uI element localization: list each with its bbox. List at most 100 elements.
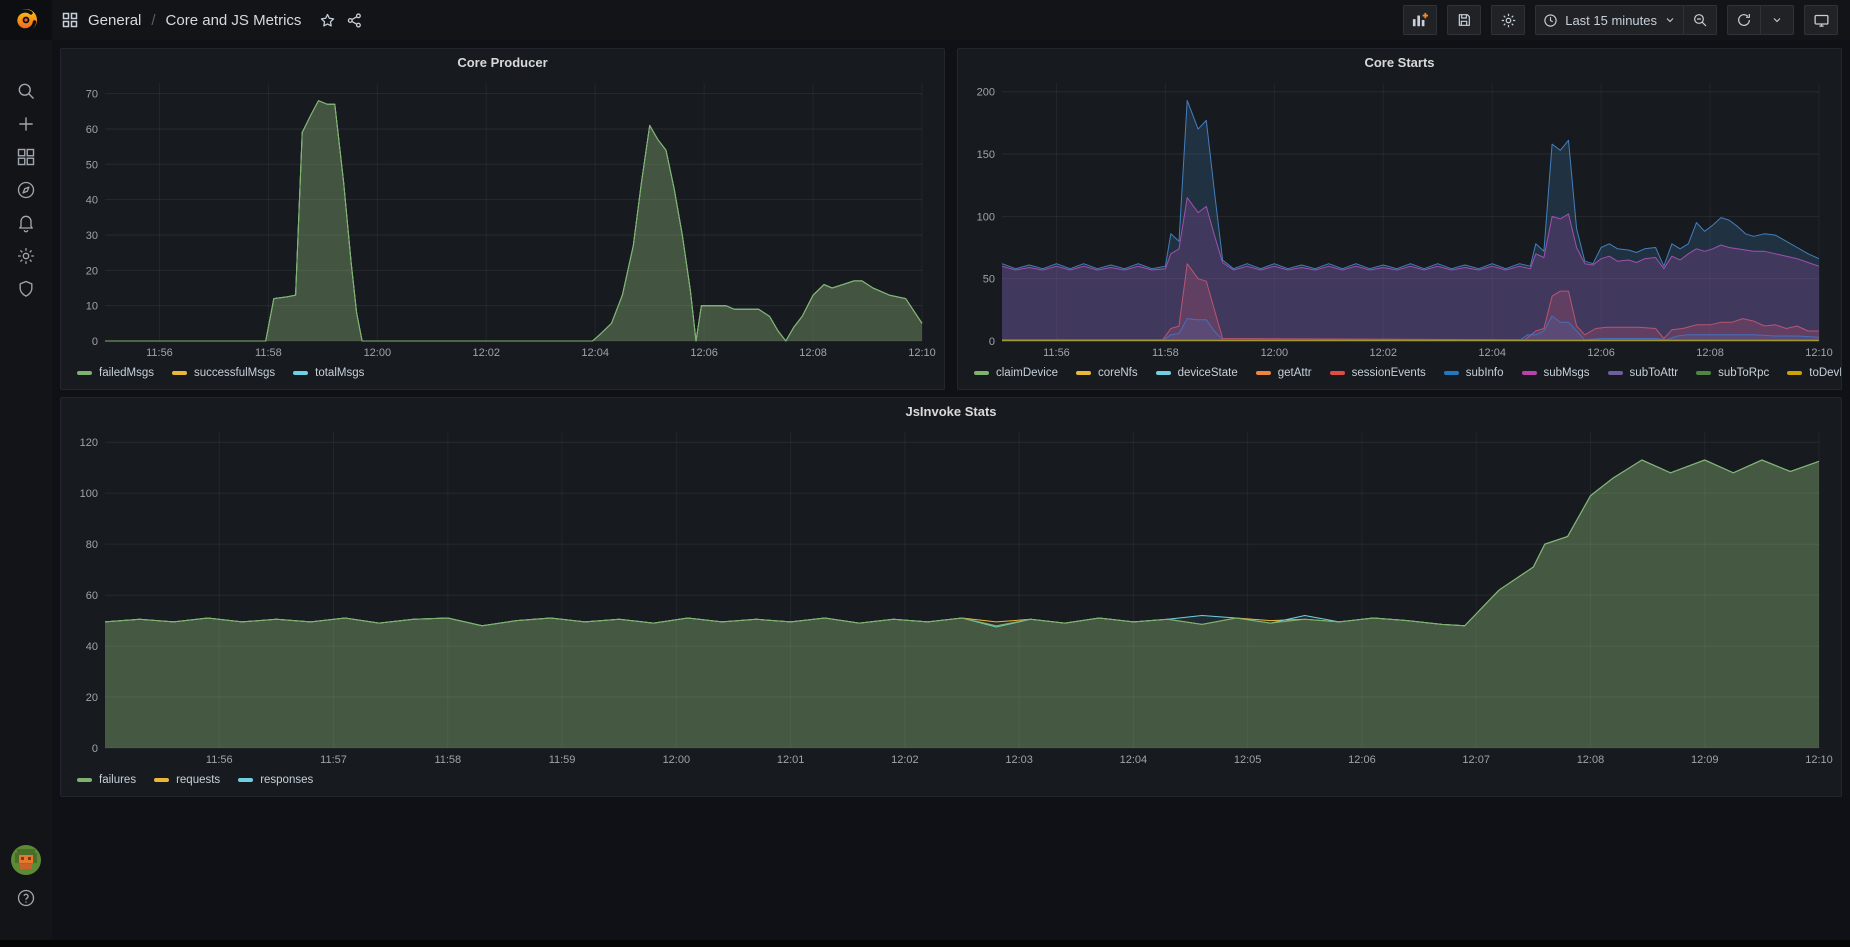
grafana-logo-icon — [13, 9, 37, 32]
legend-item-getAttr[interactable]: getAttr — [1255, 367, 1312, 379]
breadcrumb-section[interactable]: General — [88, 11, 142, 29]
series-line-subInfo — [1002, 315, 1820, 341]
svg-text:150: 150 — [977, 149, 995, 161]
save-dashboard-button[interactable] — [1447, 5, 1482, 35]
legend-item-failures[interactable]: failures — [77, 774, 136, 786]
panel-title[interactable]: Core Starts — [1364, 54, 1435, 70]
panel-title[interactable]: JsInvoke Stats — [905, 403, 997, 419]
star-icon[interactable] — [319, 12, 336, 29]
share-icon[interactable] — [346, 12, 363, 29]
explore-menu-item[interactable] — [0, 173, 52, 206]
legend-item-successfulMsgs[interactable]: successfulMsgs — [171, 367, 275, 379]
svg-text:12:04: 12:04 — [1120, 754, 1148, 766]
monitor-icon — [1813, 14, 1829, 27]
breadcrumb: General / Core and JS Metrics — [62, 12, 363, 29]
series-line-totalMsgs — [1001, 99, 1820, 270]
chevron-down-icon — [1773, 18, 1781, 23]
legend-item-coreNfs[interactable]: coreNfs — [1076, 367, 1138, 379]
dashboard-settings-button[interactable] — [1491, 5, 1526, 35]
configuration-menu-item[interactable] — [0, 239, 52, 272]
svg-text:12:04: 12:04 — [1478, 347, 1506, 359]
cycle-view-mode-button[interactable] — [1804, 5, 1838, 35]
legend-item-subToRpc[interactable]: subToRpc — [1696, 367, 1769, 379]
bell-icon — [19, 215, 33, 232]
jsinvoke-stats-chart[interactable]: 11:56 11:57 11:58 11:59 12:00 12:01 12:02 12:03… — [67, 424, 1835, 768]
panel-title[interactable]: Core Producer — [457, 54, 548, 70]
grafana-logo[interactable] — [0, 0, 52, 40]
core-producer-chart[interactable]: 11:56 11:58 12:00 12:02 12:04 12:06 12:08 12:10… — [67, 75, 938, 361]
legend-item-responses[interactable]: responses — [238, 774, 313, 786]
svg-text:12:10: 12:10 — [908, 347, 936, 359]
svg-text:120: 120 — [80, 437, 98, 449]
time-range-label: Last 15 minutes — [1565, 12, 1657, 28]
legend-item-toDevRpc[interactable]: toDevRpc — [1787, 367, 1841, 379]
svg-text:12:10: 12:10 — [1805, 347, 1833, 359]
zoom-out-button[interactable] — [1683, 5, 1717, 35]
svg-text:20: 20 — [86, 265, 98, 277]
legend-color-chip — [1329, 371, 1345, 375]
svg-text:12:06: 12:06 — [1587, 347, 1615, 359]
legend-item-requests[interactable]: requests — [154, 774, 220, 786]
legend-item-subInfo[interactable]: subInfo — [1443, 367, 1504, 379]
breadcrumb-separator: / — [151, 11, 156, 29]
svg-text:12:00: 12:00 — [364, 347, 392, 359]
legend-item-subMsgs[interactable]: subMsgs — [1521, 367, 1590, 379]
legend-item-claimDevice[interactable]: claimDevice — [974, 367, 1058, 379]
svg-text:12:08: 12:08 — [1577, 754, 1605, 766]
server-admin-menu-item[interactable] — [0, 272, 52, 305]
legend-color-chip — [77, 371, 92, 375]
legend-color-chip — [1443, 371, 1459, 375]
legend-item-subToAttr[interactable]: subToAttr — [1607, 367, 1679, 379]
svg-text:11:58: 11:58 — [434, 754, 461, 766]
svg-text:12:05: 12:05 — [1234, 754, 1262, 766]
user-avatar[interactable] — [11, 845, 41, 875]
core-starts-chart[interactable]: 11:56 11:58 12:00 12:02 12:04 12:06 12:08 12:10… — [964, 75, 1835, 361]
search-menu-item[interactable] — [0, 74, 52, 107]
legend-item-failedMsgs[interactable]: failedMsgs — [77, 367, 154, 379]
legend-color-chip — [1521, 371, 1537, 375]
create-menu-item[interactable] — [0, 107, 52, 140]
svg-text:60: 60 — [86, 124, 98, 136]
legend-color-chip — [1607, 371, 1623, 375]
svg-text:12:01: 12:01 — [777, 754, 805, 766]
svg-text:30: 30 — [86, 230, 98, 242]
series-line-failedMsgs — [105, 100, 923, 342]
dashboards-grid-icon — [17, 148, 35, 165]
help-menu-item[interactable] — [0, 881, 52, 914]
time-controls: Last 15 minutes — [1535, 5, 1717, 35]
legend-color-chip — [293, 371, 309, 375]
apps-grid-icon — [62, 12, 78, 28]
series-line-sessionEvents — [1002, 263, 1819, 341]
add-panel-button[interactable] — [1403, 5, 1438, 35]
svg-text:80: 80 — [86, 539, 98, 551]
legend-label: failedMsgs — [99, 367, 154, 379]
svg-text:20: 20 — [86, 692, 98, 704]
dashboards-menu-item[interactable] — [0, 140, 52, 173]
legend-item-deviceState[interactable]: deviceState — [1155, 367, 1238, 379]
legend-item-totalMsgs[interactable]: totalMsgs — [293, 367, 364, 379]
svg-text:11:59: 11:59 — [549, 754, 576, 766]
legend-item-sessionEvents[interactable]: sessionEvents — [1329, 367, 1426, 379]
svg-text:11:58: 11:58 — [1152, 347, 1179, 359]
time-range-picker[interactable]: Last 15 minutes — [1535, 5, 1684, 35]
legend-label: subToAttr — [1629, 367, 1679, 379]
svg-text:50: 50 — [86, 159, 98, 171]
svg-text:100: 100 — [977, 211, 995, 223]
page-title[interactable]: Core and JS Metrics — [165, 11, 302, 29]
help-question-icon — [17, 889, 35, 906]
avatar-image — [11, 845, 41, 875]
plus-icon — [19, 116, 33, 131]
alerting-menu-item[interactable] — [0, 206, 52, 239]
svg-text:11:58: 11:58 — [255, 347, 282, 359]
svg-text:12:08: 12:08 — [1696, 347, 1724, 359]
legend-label: claimDevice — [996, 367, 1058, 379]
refresh-button[interactable] — [1727, 5, 1761, 35]
toolbar-actions: Last 15 minutes — [1403, 5, 1850, 35]
svg-text:12:00: 12:00 — [1261, 347, 1289, 359]
side-menu — [0, 40, 52, 940]
panel-jsinvoke-stats: JsInvoke Stats 11:56 11:57 11:58 11:59 12:00… — [60, 397, 1842, 797]
series-line-totalMsgs — [105, 100, 923, 342]
clock-icon — [1544, 13, 1557, 27]
refresh-interval-dropdown[interactable] — [1760, 5, 1794, 35]
legend-color-chip — [171, 371, 187, 375]
